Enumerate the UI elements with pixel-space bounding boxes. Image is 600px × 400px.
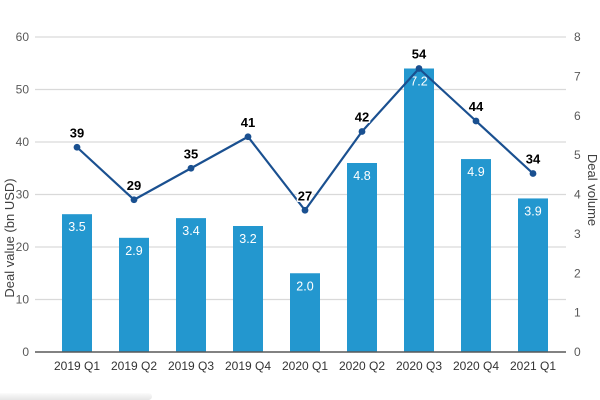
bar-2020-q3 xyxy=(404,68,434,352)
bar-value-label: 2.9 xyxy=(125,244,142,258)
left-axis-tick-label: 10 xyxy=(16,293,30,307)
bar-value-label: 3.5 xyxy=(68,220,85,234)
category-label: 2019 Q1 xyxy=(54,359,100,373)
category-label: 2019 Q3 xyxy=(168,359,214,373)
category-label: 2019 Q2 xyxy=(111,359,157,373)
bar-2020-q1 xyxy=(290,273,320,352)
right-axis-title: Deal volume xyxy=(585,154,600,226)
chart-generated-layer: 3.52.93.43.22.04.87.24.93.93929354127425… xyxy=(16,30,581,373)
line-point-marker xyxy=(358,128,366,135)
line-value-label: 39 xyxy=(70,125,84,140)
line-value-label: 41 xyxy=(241,115,255,130)
bar-value-label: 4.9 xyxy=(467,165,484,179)
line-point-marker xyxy=(130,196,138,204)
bar-2019-q3 xyxy=(176,218,206,352)
line-value-label: 35 xyxy=(184,146,198,161)
category-label: 2021 Q1 xyxy=(510,359,556,373)
line-value-label: 29 xyxy=(127,178,141,193)
right-axis-tick-label: 6 xyxy=(574,109,581,123)
bar-2020-q4 xyxy=(461,159,491,352)
bottom-edge-shadow xyxy=(0,393,152,400)
category-label: 2020 Q4 xyxy=(453,359,499,373)
left-axis-tick-label: 20 xyxy=(16,240,30,254)
category-label: 2020 Q2 xyxy=(339,359,385,373)
bar-value-label: 3.2 xyxy=(239,232,256,246)
left-axis-title: Deal value (bn USD) xyxy=(2,178,17,297)
category-label: 2020 Q1 xyxy=(282,359,328,373)
bar-value-label: 4.8 xyxy=(353,169,370,183)
line-value-label: 34 xyxy=(526,152,541,167)
bar-2019-q1 xyxy=(62,214,92,352)
line-point-marker xyxy=(301,206,309,214)
right-axis-tick-label: 3 xyxy=(574,227,581,241)
category-label: 2019 Q4 xyxy=(225,359,271,373)
bar-value-label: 2.0 xyxy=(296,279,313,293)
bar-2021-q1 xyxy=(518,198,548,352)
right-axis-tick-label: 8 xyxy=(574,30,581,44)
line-point-marker xyxy=(529,170,537,177)
bar-2020-q2 xyxy=(347,163,377,352)
line-point-marker xyxy=(472,117,480,125)
left-axis-tick-label: 40 xyxy=(16,135,30,149)
bar-value-label: 3.4 xyxy=(182,224,199,238)
right-axis-tick-label: 4 xyxy=(574,188,581,202)
line-point-marker xyxy=(244,133,252,141)
line-value-label: 44 xyxy=(469,99,484,114)
category-label: 2020 Q3 xyxy=(396,359,442,373)
right-axis-tick-label: 0 xyxy=(574,345,581,359)
right-axis-tick-label: 7 xyxy=(574,69,581,83)
left-axis-tick-label: 50 xyxy=(16,83,30,97)
left-axis-tick-label: 60 xyxy=(16,30,30,44)
line-value-label: 27 xyxy=(298,188,312,203)
left-axis-tick-label: 30 xyxy=(16,188,30,202)
bar-value-label: 3.9 xyxy=(524,204,541,218)
right-axis-tick-label: 2 xyxy=(574,266,581,280)
left-axis-tick-label: 0 xyxy=(22,345,29,359)
bar-value-label: 7.2 xyxy=(410,75,427,89)
bar-2019-q2 xyxy=(119,237,149,352)
right-axis-tick-label: 1 xyxy=(574,306,581,320)
bar-2019-q4 xyxy=(233,226,263,352)
line-point-marker xyxy=(415,65,423,72)
line-point-marker xyxy=(73,143,81,151)
line-value-label: 54 xyxy=(412,47,427,62)
line-value-label: 42 xyxy=(355,110,369,125)
line-point-marker xyxy=(187,164,195,172)
right-axis-tick-label: 5 xyxy=(574,148,581,162)
